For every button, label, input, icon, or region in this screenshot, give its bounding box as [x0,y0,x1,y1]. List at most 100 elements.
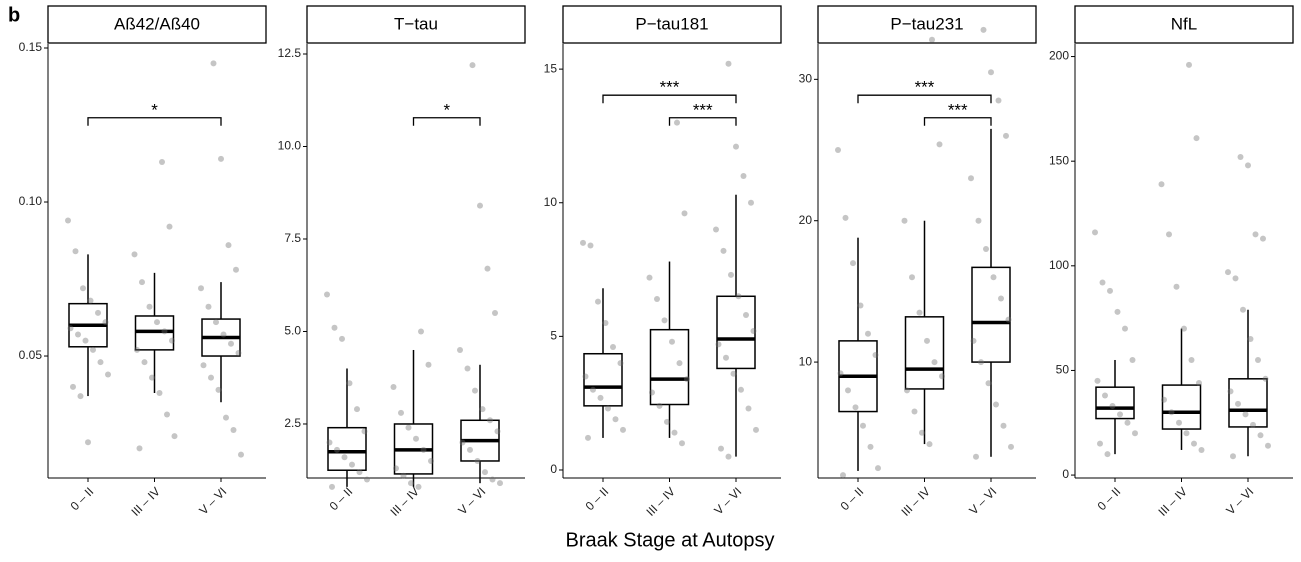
x-tick-label: III – IV [898,484,932,518]
data-point [67,325,74,332]
box [1095,386,1135,420]
data-point [1198,446,1205,453]
data-point [1265,442,1271,449]
data-point [735,293,742,300]
y-tick-label: 0 [1062,467,1069,481]
data-point [484,265,491,272]
box [327,426,367,471]
data-point [1124,419,1131,426]
significance-label: *** [915,78,935,97]
data-point [728,271,734,278]
data-point [725,60,732,67]
data-point [390,383,397,390]
data-point [398,409,404,416]
data-point [988,69,994,76]
data-point [200,362,207,369]
data-point [102,319,109,326]
strip [306,5,526,44]
data-point [612,416,619,423]
data-point [1097,440,1103,447]
data-point [1186,61,1192,68]
data-point [909,274,915,281]
data-point [149,374,155,381]
data-point [341,454,348,461]
data-point [837,370,844,377]
x-tick-label: 0 – II [583,484,612,513]
box [649,328,690,406]
data-point [1109,403,1116,410]
panel-title: Aß42/Aß40 [114,14,200,33]
data-point [646,274,653,281]
data-point [494,428,501,435]
data-point [718,445,724,452]
data-point [161,328,168,335]
data-point [998,295,1004,302]
data-point [990,274,997,281]
data-point [154,319,160,326]
data-point [324,291,330,298]
data-point [590,386,596,393]
panel-label: b [8,4,20,26]
data-point [852,404,859,411]
box [971,266,1011,363]
data-point [420,446,427,453]
significance-label: * [443,100,450,119]
data-point [1114,308,1121,315]
data-point [926,441,933,448]
data-point [1000,422,1007,429]
data-point [425,361,432,368]
data-point [1132,430,1138,437]
data-point [1099,279,1106,286]
data-point [220,331,227,338]
data-point [464,365,471,372]
data-point [171,433,178,440]
data-point [459,439,466,446]
data-point [1158,181,1165,188]
data-point [1166,231,1172,238]
significance-label: *** [948,100,968,119]
x-tick-label: 0 – II [68,484,97,513]
data-point [218,155,224,162]
data-point [230,426,237,433]
y-tick-label: 12.5 [278,46,302,60]
significance-label: * [151,100,158,119]
data-point [602,320,609,326]
box [904,316,945,390]
data-point [70,383,76,390]
significance-bracket [87,117,222,126]
y-tick-label: 15 [544,61,558,75]
data-point [993,401,999,408]
data-point [968,175,974,182]
data-point [364,476,370,483]
data-point [995,97,1002,104]
box [583,352,623,407]
data-point [1260,235,1266,242]
data-point [654,295,660,302]
panel-title: P−tau181 [635,14,708,33]
data-point [597,394,604,401]
x-tick-label: V – VI [196,484,229,517]
data-point [467,446,473,453]
data-point [408,480,414,487]
significance-label: *** [693,100,713,119]
data-point [1237,153,1244,160]
data-point [213,319,219,326]
box [1161,384,1202,430]
data-point [87,297,94,304]
data-point [936,141,943,148]
data-point [1107,287,1113,294]
data-point [146,303,153,310]
data-point [983,245,989,252]
data-point [720,247,727,254]
y-tick-label: 20 [799,213,813,227]
data-point [205,303,212,310]
data-point [159,158,165,165]
data-point [139,279,145,286]
data-point [134,346,140,353]
data-point [649,389,655,396]
y-tick-label: 5.0 [284,324,301,338]
data-point [329,483,335,490]
data-point [661,317,668,324]
strip [562,5,782,44]
data-point [725,453,732,460]
